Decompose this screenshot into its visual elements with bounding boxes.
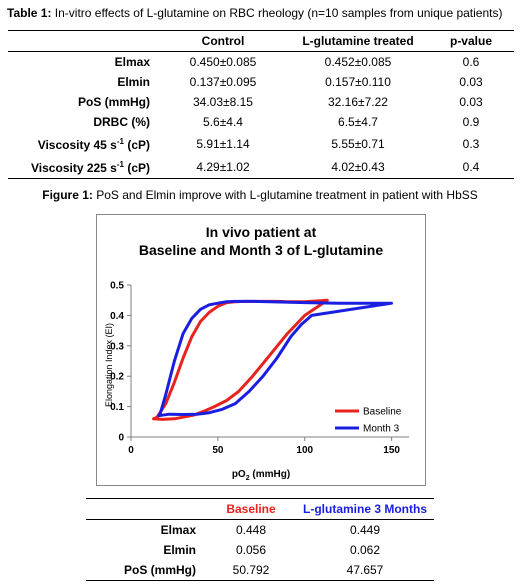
ei-curve-chart: In vivo patient at Baseline and Month 3 … bbox=[104, 224, 409, 482]
x-axis-label-tail: (mmHg) bbox=[250, 469, 291, 480]
baseline-value: 50.792 bbox=[206, 560, 296, 581]
control-value: 5.6±4.4 bbox=[203, 115, 243, 129]
y-tick-label: 0 bbox=[118, 433, 124, 444]
p-value: 0.4 bbox=[428, 155, 514, 179]
header-month3: L-glutamine 3 Months bbox=[296, 498, 434, 520]
legend-label: Month 3 bbox=[363, 424, 400, 435]
row-label-tail: (cP) bbox=[123, 138, 150, 152]
series-line-month3 bbox=[157, 299, 394, 418]
x-tick-label: 50 bbox=[212, 445, 224, 456]
header-pvalue: p-value bbox=[428, 30, 514, 52]
header-treated: L-glutamine treated bbox=[288, 30, 428, 52]
figure1-caption: Figure 1: PoS and Elmin improve with L-g… bbox=[0, 188, 520, 202]
plot-area: 0 0.1 0.2 0.3 0.4 0.5 0 50 100 150 Baseline Month 3 bbox=[110, 281, 409, 456]
x-axis-label: pO2 (mmHg) bbox=[232, 469, 290, 482]
baseline-value: 0.448 bbox=[235, 523, 267, 537]
table-row: Elmax 0.450±0.085 0.452±0.085 0.6 bbox=[8, 52, 514, 73]
series-line-baseline bbox=[152, 298, 329, 421]
table-row: DRBC (%) 5.6±4.4 6.5±4.7 0.9 bbox=[8, 112, 514, 132]
treated-value: 32.16±7.22 bbox=[328, 95, 388, 109]
x-tick-label: 0 bbox=[128, 445, 134, 456]
header-baseline: Baseline bbox=[206, 498, 296, 520]
row-label: Elmax bbox=[160, 523, 196, 537]
row-label-sup: -1 bbox=[116, 137, 124, 146]
treated-value: 0.452±0.085 bbox=[324, 55, 392, 69]
row-label: Elmin bbox=[117, 75, 150, 89]
row-label: Viscosity 225 s-1 (cP) bbox=[8, 155, 158, 179]
row-label: Elmax bbox=[114, 55, 150, 69]
p-value: 0.9 bbox=[462, 115, 480, 129]
row-label: PoS (mmHg) bbox=[86, 560, 206, 581]
y-axis-label: Elongation Index (EI) bbox=[104, 323, 114, 407]
table-row: Viscosity 225 s-1 (cP) 4.29±1.02 4.02±0.… bbox=[8, 155, 514, 179]
rheology-table: Control L-glutamine treated p-value Elma… bbox=[8, 30, 514, 179]
p-value: 0.03 bbox=[459, 95, 483, 109]
table-header-row: Control L-glutamine treated p-value bbox=[8, 30, 514, 52]
header-control: Control bbox=[158, 30, 288, 52]
y-tick-label: 0.1 bbox=[110, 402, 124, 413]
treated-value: 0.157±0.110 bbox=[325, 75, 391, 89]
y-tick-label: 0.5 bbox=[110, 281, 124, 292]
row-label: Viscosity 45 s-1 (cP) bbox=[8, 132, 158, 155]
month3-value: 0.062 bbox=[349, 543, 381, 557]
table1-caption: Table 1: In-vitro effects of L-glutamine… bbox=[7, 6, 502, 20]
x-tick-label: 150 bbox=[383, 445, 400, 456]
control-value: 5.91±1.14 bbox=[196, 136, 250, 151]
row-label-main: Viscosity 225 s bbox=[31, 161, 117, 175]
row-label-sup: -1 bbox=[116, 160, 124, 169]
row-label: Elmin bbox=[163, 543, 196, 557]
control-value: 0.450±0.085 bbox=[189, 55, 257, 69]
chart-frame: In vivo patient at Baseline and Month 3 … bbox=[96, 214, 426, 486]
control-value: 4.29±1.02 bbox=[158, 155, 288, 179]
row-label: PoS (mmHg) bbox=[78, 95, 150, 109]
table-header-row: Baseline L-glutamine 3 Months bbox=[86, 498, 434, 520]
row-label-tail: (cP) bbox=[123, 161, 150, 175]
baseline-value: 0.056 bbox=[235, 543, 267, 557]
x-tick-label: 100 bbox=[296, 445, 313, 456]
header-empty bbox=[8, 30, 158, 52]
chart-title-line1: In vivo patient at bbox=[206, 224, 317, 240]
control-value: 0.137±0.095 bbox=[189, 75, 257, 89]
treated-value: 5.55±0.71 bbox=[331, 136, 385, 151]
row-label: DRBC (%) bbox=[93, 115, 150, 129]
treated-value: 6.5±4.7 bbox=[338, 115, 378, 129]
table-row: Elmin 0.056 0.062 bbox=[86, 540, 434, 560]
x-axis-label-sub: 2 bbox=[246, 475, 250, 482]
row-label-main: Viscosity 45 s bbox=[37, 138, 117, 152]
patient-summary-table: Baseline L-glutamine 3 Months Elmax 0.44… bbox=[86, 498, 434, 581]
month3-value: 0.449 bbox=[349, 523, 381, 537]
p-value: 0.03 bbox=[459, 75, 483, 89]
table-row: Elmin 0.137±0.095 0.157±0.110 0.03 bbox=[8, 72, 514, 92]
treated-value: 4.02±0.43 bbox=[288, 155, 428, 179]
table-row: PoS (mmHg) 34.03±8.15 32.16±7.22 0.03 bbox=[8, 92, 514, 112]
table-row: Elmax 0.448 0.449 bbox=[86, 520, 434, 541]
figure1-caption-label: Figure 1: bbox=[42, 188, 93, 202]
figure1-caption-text: PoS and Elmin improve with L-glutamine t… bbox=[92, 188, 478, 202]
y-tick-label: 0.4 bbox=[110, 311, 124, 322]
table-row: PoS (mmHg) 50.792 47.657 bbox=[86, 560, 434, 581]
legend-label: Baseline bbox=[363, 407, 402, 418]
table1-caption-label: Table 1: bbox=[7, 6, 52, 20]
control-value: 34.03±8.15 bbox=[193, 95, 253, 109]
table-row: Viscosity 45 s-1 (cP) 5.91±1.14 5.55±0.7… bbox=[8, 132, 514, 155]
p-value: 0.6 bbox=[462, 55, 480, 69]
y-tick-label: 0.2 bbox=[110, 372, 124, 383]
table1-caption-text: In-vitro effects of L-glutamine on RBC r… bbox=[51, 6, 503, 20]
chart-title-line2: Baseline and Month 3 of L-glutamine bbox=[139, 242, 383, 258]
y-tick-label: 0.3 bbox=[110, 341, 124, 352]
header-empty bbox=[86, 498, 206, 520]
month3-value: 47.657 bbox=[296, 560, 434, 581]
p-value: 0.3 bbox=[462, 136, 480, 151]
x-axis-label-main: pO bbox=[232, 469, 246, 480]
